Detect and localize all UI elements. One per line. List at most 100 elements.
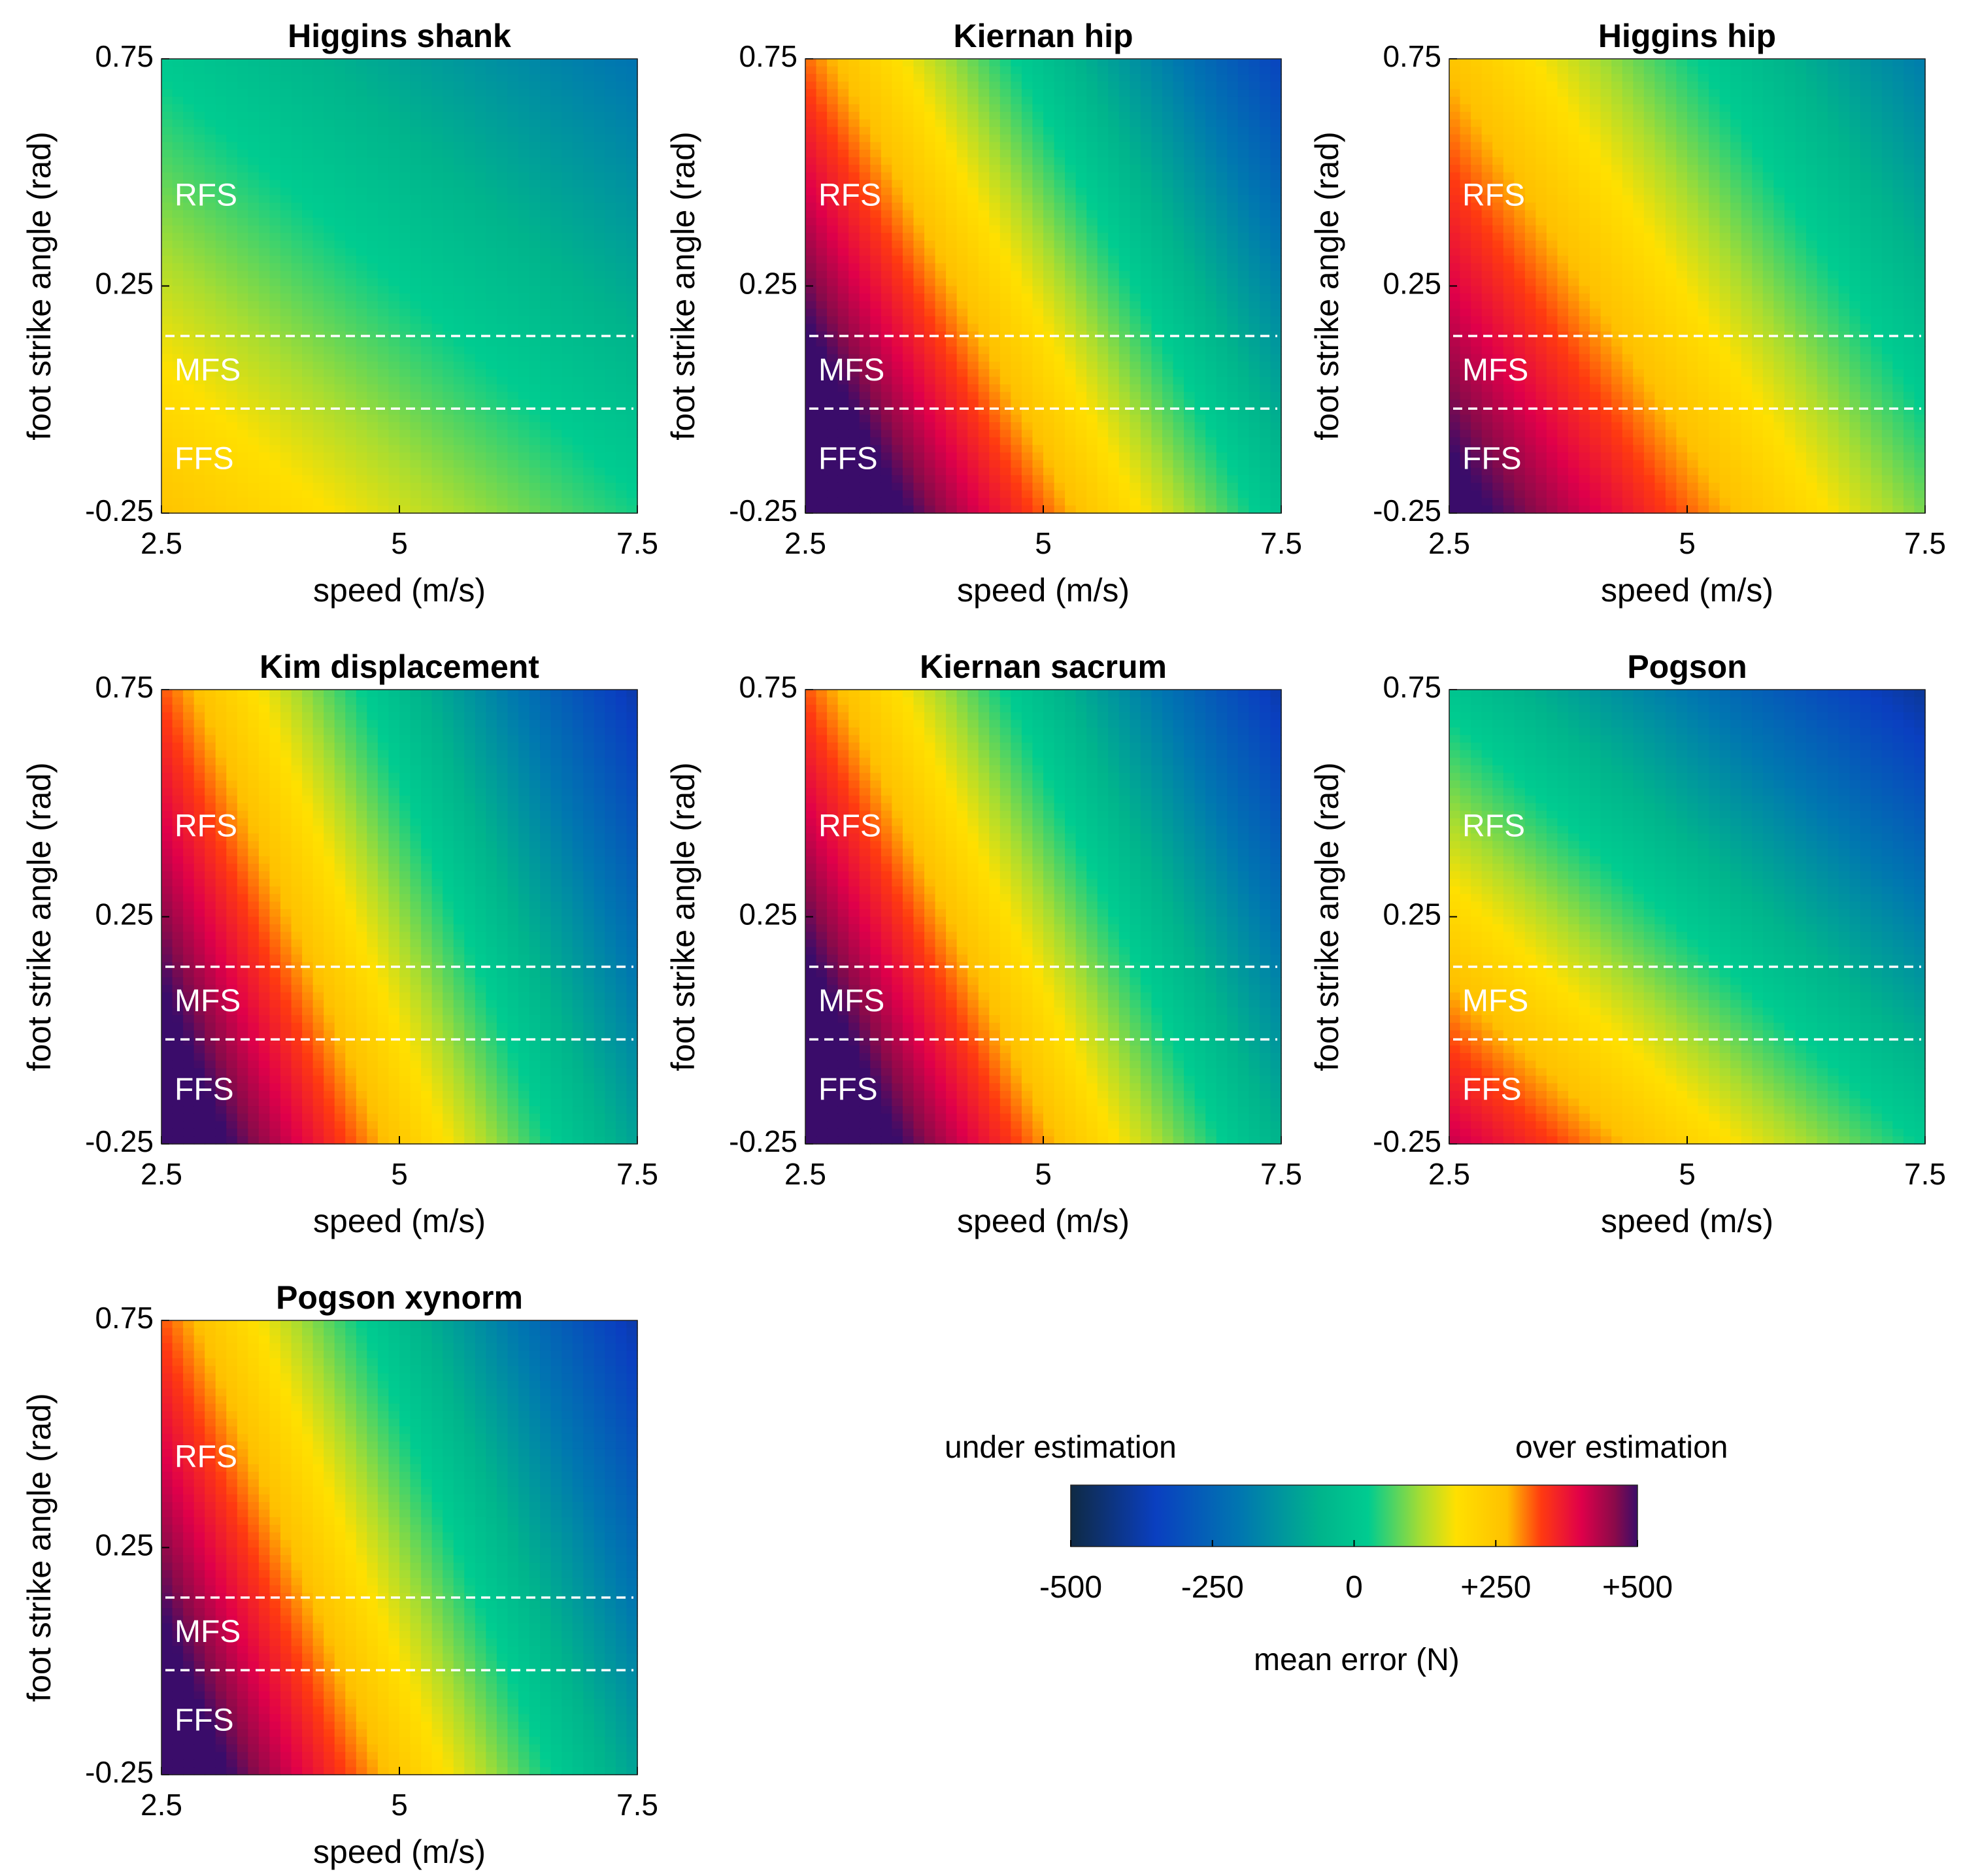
panel-1-heatmap-cell <box>377 256 390 264</box>
panel-1-heatmap-cell <box>605 324 616 332</box>
panel-2-heatmap-cell <box>1173 399 1184 408</box>
panel-2-heatmap-cell <box>1043 324 1055 332</box>
panel-1-heatmap-cell <box>334 271 346 279</box>
panel-1-heatmap-cell <box>550 422 562 431</box>
panel-1-heatmap-cell <box>302 369 314 378</box>
panel-1-heatmap-cell <box>205 497 216 507</box>
panel-2-heatmap-cell <box>1227 165 1239 173</box>
panel-2-heatmap-cell <box>935 399 947 408</box>
panel-1-heatmap-cell <box>248 150 260 158</box>
panel-2-heatmap-cell <box>978 278 990 287</box>
panel-1-heatmap-cell <box>291 225 303 234</box>
panel-2-heatmap-cell <box>1021 384 1033 393</box>
panel-1-heatmap-cell <box>550 467 562 476</box>
panel-1-heatmap-cell <box>421 157 433 165</box>
panel-2-heatmap-cell <box>848 460 860 469</box>
panel-1-heatmap-cell <box>345 490 357 499</box>
panel-1-heatmap-cell <box>431 490 443 499</box>
panel-2-heatmap-cell <box>827 316 839 325</box>
panel-1-heatmap-cell <box>356 475 368 484</box>
panel-2-heatmap-cell <box>1108 187 1120 196</box>
panel-1-heatmap-cell <box>421 165 433 173</box>
panel-1-heatmap-cell <box>496 248 509 256</box>
panel-2-heatmap-cell <box>848 422 860 431</box>
panel-1-heatmap-cell <box>572 203 584 211</box>
panel-2-heatmap-cell <box>1054 66 1065 75</box>
panel-2-heatmap-cell <box>1075 392 1087 401</box>
panel-1-heatmap-cell <box>583 497 595 507</box>
panel-1-region-label-ffs: FFS <box>175 442 234 477</box>
panel-1-heatmap-cell <box>626 248 638 256</box>
panel-1-heatmap-cell <box>626 271 638 279</box>
panel-2-heatmap-cell <box>946 157 958 165</box>
panel-2-heatmap-cell <box>967 263 979 272</box>
panel-2-heatmap-cell <box>1011 316 1022 325</box>
panel-2-heatmap-cell <box>1021 157 1033 165</box>
panel-1-heatmap-cell <box>226 112 238 120</box>
panel-2-heatmap-cell <box>1140 324 1152 332</box>
panel-2-heatmap-cell <box>1184 96 1196 105</box>
panel-2-heatmap-cell <box>837 263 849 272</box>
panel-2-heatmap-cell <box>1237 316 1250 325</box>
panel-1-heatmap-cell <box>421 422 433 431</box>
panel-1-heatmap-cell <box>464 256 476 264</box>
panel-1-heatmap-cell <box>215 165 227 173</box>
panel-2-heatmap-cell <box>999 150 1012 158</box>
panel-1-heatmap-cell <box>605 210 616 219</box>
panel-1-heatmap-cell <box>226 66 238 75</box>
panel-2-heatmap-cell <box>805 248 817 256</box>
panel-1-heatmap-cell <box>183 59 195 67</box>
panel-1-heatmap-cell <box>507 256 519 264</box>
panel-2-heatmap-cell <box>1184 263 1196 272</box>
panel-1-heatmap-cell <box>205 399 216 408</box>
panel-1-heatmap-cell <box>172 475 184 484</box>
panel-1-heatmap-cell <box>345 96 357 105</box>
panel-2-heatmap-cell <box>1130 324 1141 332</box>
panel-1-heatmap-cell <box>226 241 238 249</box>
panel-2-heatmap-cell <box>1021 309 1033 317</box>
panel-2-heatmap-cell <box>848 452 860 461</box>
panel-1-heatmap-cell <box>345 233 357 241</box>
panel-1-heatmap-cell <box>486 324 497 332</box>
panel-2-heatmap-cell <box>1237 399 1250 408</box>
panel-2-heatmap-cell <box>1184 316 1196 325</box>
panel-2-heatmap-cell <box>1032 74 1044 82</box>
panel-1-heatmap-cell <box>605 392 616 401</box>
panel-1-heatmap-cell <box>302 490 314 499</box>
panel-1-heatmap-cell <box>399 127 411 135</box>
panel-1-heatmap-cell <box>421 74 433 82</box>
panel-1-heatmap-cell <box>431 278 443 287</box>
panel-1-heatmap-cell <box>388 422 400 431</box>
panel-2-heatmap-cell <box>967 399 979 408</box>
panel-2-heatmap-cell <box>1108 74 1120 82</box>
panel-2-heatmap-cell <box>1140 195 1152 203</box>
panel-1-heatmap-cell <box>205 361 216 370</box>
panel-2-heatmap-cell <box>1032 301 1044 310</box>
panel-1-heatmap-cell <box>583 361 595 370</box>
panel-1-heatmap-cell <box>388 497 400 507</box>
panel-1-heatmap-cell <box>161 301 173 310</box>
panel-1-heatmap-cell <box>507 112 519 120</box>
panel-2-heatmap-cell <box>816 309 828 317</box>
panel-1-heatmap-cell <box>334 119 346 128</box>
panel-2-heatmap-cell <box>1237 119 1250 128</box>
panel-2-heatmap-cell <box>978 96 990 105</box>
panel-1-heatmap-cell <box>562 271 573 279</box>
panel-1-heatmap-cell <box>291 150 303 158</box>
panel-2-heatmap-cell <box>816 119 828 128</box>
panel-1-heatmap-cell <box>302 241 314 249</box>
panel-1-heatmap-cell <box>540 346 552 355</box>
panel-1-heatmap-cell <box>388 460 400 469</box>
panel-1-heatmap-cell <box>615 467 628 476</box>
panel-2-heatmap-cell <box>1227 384 1239 393</box>
panel-1-heatmap-cell <box>172 271 184 279</box>
panel-2-heatmap-cell <box>1130 96 1141 105</box>
panel-1-heatmap-cell <box>410 59 422 67</box>
panel-2-heatmap-cell <box>902 248 914 256</box>
panel-2-heatmap-cell <box>1011 74 1022 82</box>
panel-1-heatmap-cell <box>421 112 433 120</box>
panel-1-heatmap-cell <box>302 225 314 234</box>
panel-1-heatmap-cell <box>496 399 509 408</box>
panel-2-heatmap-cell <box>989 384 1001 393</box>
panel-1-heatmap-cell <box>399 81 411 90</box>
